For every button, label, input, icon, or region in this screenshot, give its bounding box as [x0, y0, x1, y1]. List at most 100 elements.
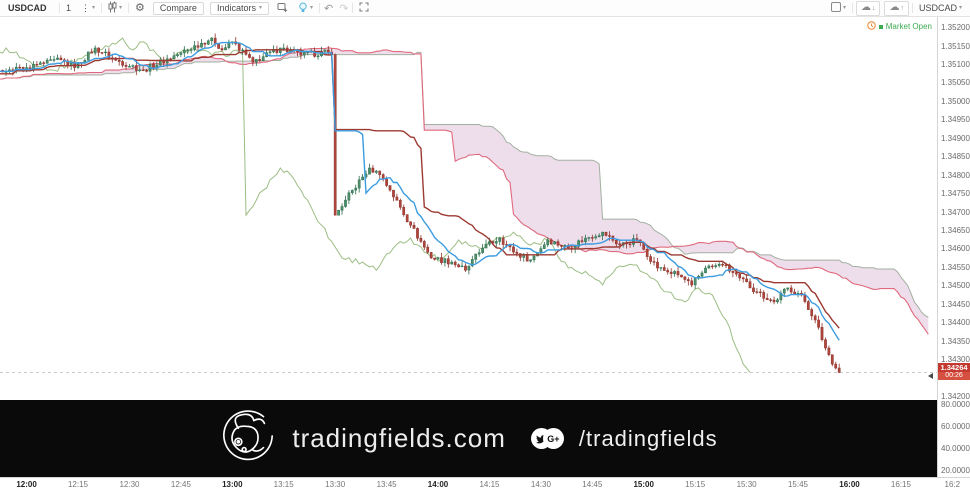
chevron-down-icon: ▾ [309, 5, 313, 11]
add-alert-icon [277, 2, 288, 15]
indicators-button[interactable]: Indicators ▾ [209, 1, 269, 15]
price-axis[interactable]: 1.34264 00:26 1.35200 1.35150 1.35100 1.350… [937, 17, 970, 492]
lightbulb-icon [298, 1, 308, 15]
interval-options-button[interactable]: ⋮ ▾ [76, 0, 100, 16]
time-axis-label: 12:00 [16, 480, 37, 489]
indicator-axis-label: 80.0000 [941, 400, 970, 409]
chevron-down-icon: ▾ [258, 5, 262, 11]
gear-icon: ⚙ [135, 1, 145, 14]
price-axis-label: 1.34900 [941, 133, 970, 143]
indicator-axis-label: 20.0000 [941, 466, 970, 475]
last-price-marker [928, 373, 933, 380]
time-axis-label: 14:30 [530, 480, 551, 489]
indicator-axis-label: 60.0000 [941, 422, 970, 431]
price-axis-label: 1.34800 [941, 170, 970, 180]
price-axis-label: 1.34650 [941, 226, 970, 235]
divider [851, 3, 853, 13]
time-axis-label: 12:15 [67, 480, 89, 489]
load-layout-button[interactable]: ☁ ↓ [855, 0, 881, 16]
price-axis-label: 1.35200 [941, 23, 970, 32]
chevron-down-icon: ▾ [92, 5, 96, 11]
candles-layer [1, 33, 841, 374]
senkou-a-line [0, 47, 929, 335]
time-axis-label: 13:15 [273, 480, 294, 489]
time-axis-label: 13:00 [222, 480, 243, 489]
redo-icon[interactable]: ↷ [339, 2, 349, 15]
price-axis-label: 1.34350 [941, 336, 970, 346]
interval-button[interactable]: 1 [66, 3, 72, 13]
google-plus-label: G+ [547, 433, 560, 444]
divider [128, 3, 130, 13]
chart-style-button[interactable]: ▾ [103, 0, 127, 16]
tenkan-sen-line [0, 41, 840, 341]
market-status-label: Market Open [885, 22, 932, 31]
layout-grid-icon [830, 2, 841, 14]
time-axis-label: 16:2 [944, 480, 961, 489]
bar-countdown: 00:26 [938, 372, 970, 381]
time-axis-label: 14:00 [427, 480, 449, 489]
price-axis-label: 1.34550 [941, 262, 970, 272]
time-axis-label: 15:00 [633, 480, 654, 489]
chevron-down-icon: ▾ [958, 5, 962, 11]
time-axis-label: 15:45 [787, 480, 809, 489]
chart-properties-button[interactable]: ⚙ [130, 0, 150, 16]
layout-name-label: USDCAD [918, 3, 957, 13]
status-dot [878, 24, 883, 29]
chart-pane: Market Open tradingfields.com [0, 17, 937, 477]
arrow-down-icon: ↓ [871, 4, 876, 12]
price-axis-label: 1.34950 [941, 115, 970, 125]
price-axis-label: 1.34500 [941, 281, 970, 291]
layout-button[interactable]: ▾ [826, 0, 851, 16]
time-axis-label: 16:00 [839, 480, 860, 489]
chevron-down-icon: ▾ [842, 5, 846, 11]
cloud-upload-icon: ☁ [889, 2, 900, 13]
price-axis-label: 1.34400 [941, 318, 970, 328]
clock-icon [867, 21, 876, 32]
time-axis-label: 13:30 [325, 480, 346, 489]
layout-name-button[interactable]: USDCAD ▾ [914, 0, 967, 16]
candlestick-style-icon [108, 1, 117, 15]
time-axis-label: 15:30 [736, 480, 757, 489]
google-plus-icon[interactable]: G+ [542, 428, 564, 449]
toolbar-left: USDCAD 1 ⋮ ▾ ▾ [3, 0, 374, 16]
candlestick-chart-canvas[interactable] [0, 17, 937, 477]
banner-site-text: tradingfields.com [292, 423, 506, 453]
compare-button[interactable]: Compare [152, 1, 204, 15]
indicators-label: Indicators [216, 3, 256, 13]
time-axis-label: 16:15 [890, 480, 911, 489]
price-axis-label: 1.34200 [941, 392, 970, 401]
market-status: Market Open [867, 21, 932, 32]
price-axis-label: 1.34850 [941, 152, 970, 162]
toolbar-right: ▾ ☁ ↓ ☁ ↑ USDCAD ▾ [826, 0, 967, 16]
price-axis-label: 1.34750 [941, 189, 970, 199]
arrow-up-icon: ↑ [900, 4, 904, 12]
banner-handle-text: /tradingfields [578, 425, 718, 451]
chikou-span-line [0, 37, 751, 373]
divider [59, 3, 60, 13]
chevron-down-icon: ▾ [119, 5, 123, 11]
bull-logo [219, 407, 277, 470]
banner-social: G+ [530, 428, 564, 449]
divider [101, 3, 103, 13]
time-axis-label: 12:30 [119, 480, 140, 489]
last-price-tag: 1.34264 00:26 [938, 363, 970, 381]
time-axis[interactable]: 12:00 12:15 12:30 12:45 13:00 13:15 13:30 13:45… [0, 477, 970, 492]
save-layout-button[interactable]: ☁ ↑ [884, 0, 909, 16]
add-alert-button[interactable] [272, 0, 293, 16]
last-price-value: 1.34264 [938, 363, 970, 373]
ideas-button[interactable]: ▾ [293, 0, 318, 16]
undo-icon[interactable]: ↶ [324, 2, 334, 15]
price-axis-label: 1.34600 [941, 244, 970, 254]
symbol-search-input[interactable]: USDCAD [8, 3, 47, 13]
price-axis-label: 1.35100 [941, 59, 970, 69]
time-axis-label: 15:15 [685, 480, 706, 489]
time-axis-label: 14:15 [479, 480, 500, 489]
divider [911, 3, 913, 13]
time-axis-label: 12:45 [170, 480, 191, 489]
senkou-b-line [0, 51, 929, 318]
fullscreen-icon [359, 2, 369, 14]
fullscreen-button[interactable] [354, 0, 374, 16]
price-axis-label: 1.35150 [941, 41, 970, 51]
toolbar: USDCAD 1 ⋮ ▾ ▾ [0, 0, 970, 17]
ichimoku-cloud-fill [0, 47, 929, 335]
